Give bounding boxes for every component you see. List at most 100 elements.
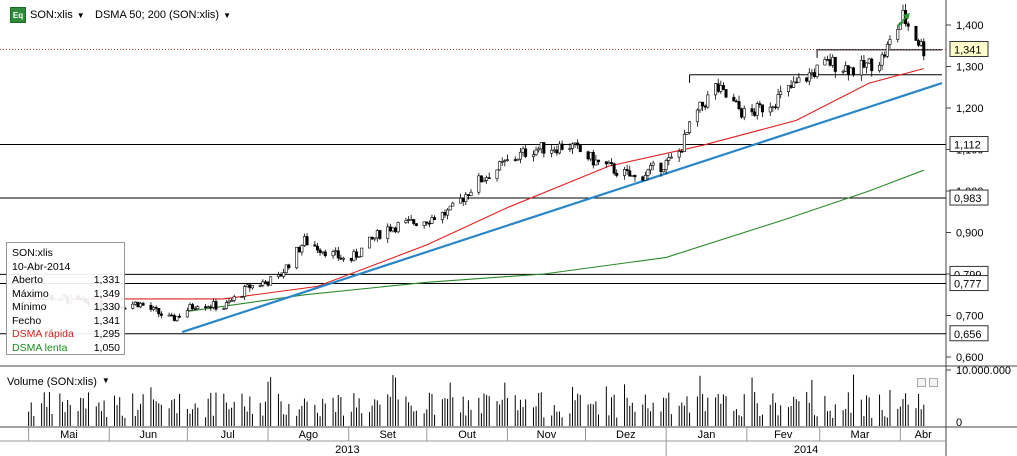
legend-row-slow-ma: DSMA lenta 1,050 [12,341,120,354]
close-panel-icon[interactable] [929,378,938,387]
chevron-down-icon: ▼ [101,376,110,385]
candle-body [430,217,434,224]
candle-body [170,314,174,317]
candle-body [570,143,574,149]
data-legend: SON:xlis 10-Abr-2014 Aberto 1,331 Máximo 1… [6,242,125,355]
signal-arrow-icon [897,13,910,27]
volume-panel-selector[interactable]: Volume (SON:xlis) ▼ [7,376,110,388]
candle-body [706,94,710,108]
candle-body [812,72,816,77]
candle-body [469,191,473,196]
candle-body [779,91,783,95]
volume-label: Volume (SON:xlis) [7,376,97,388]
candle-body [919,41,923,46]
candle-body [284,264,288,274]
candle-body [753,111,757,116]
candle-body [794,81,798,84]
candle-body [539,142,543,150]
candle-body [154,306,158,309]
candle-body [888,39,892,45]
indicator-selector[interactable]: DSMA 50; 200 (SON:xlis) ▼ [95,6,231,24]
symbol-selector[interactable]: Eq SON:xlis ▼ [10,6,85,24]
candle-body [878,64,882,72]
candle-body [185,310,189,318]
candle-body [537,148,541,151]
candle-body [630,175,634,177]
candle-body [370,236,374,240]
candle-body [323,251,327,257]
candle-body [698,101,702,111]
month-label: Jan [698,429,716,441]
candle-body [734,100,738,103]
candle-body [828,59,832,66]
candle-body [178,315,182,318]
candle-body [167,314,171,317]
candle-body [139,303,143,308]
candle-body [396,222,400,233]
candle-body [276,274,280,278]
candle-body [792,81,796,88]
candle-body [339,257,343,260]
candle-body [865,62,869,68]
legend-row-high: Máximo 1,349 [12,287,120,300]
candle-body [482,180,486,183]
candle-body [378,230,382,239]
chevron-down-icon: ▼ [223,10,232,20]
candle-body [586,151,590,160]
candle-body [805,77,809,82]
candle-body [714,83,718,96]
candle-body [258,284,262,287]
candle-body [615,172,619,176]
candle-body [555,149,559,154]
candle-body [487,177,491,179]
candle-body [625,169,629,172]
candle-body [852,67,856,76]
candle-body [643,175,647,181]
candle-body [433,217,437,220]
candle-body [334,250,338,253]
maximize-panel-icon[interactable] [917,378,926,387]
candle-body [172,315,176,321]
candle-body [859,59,863,76]
candle-body [716,83,720,92]
candle-body [394,227,398,233]
candle-body [479,175,483,183]
level-label: 0,656 [954,329,982,341]
candle-body [516,158,520,161]
month-label: Nov [537,429,557,441]
candle-body [885,43,889,57]
month-label: Set [379,429,396,441]
candle-body [680,151,684,153]
month-label: Jun [139,429,157,441]
candle-body [386,226,390,239]
candle-body [721,85,725,90]
candle-body [594,159,598,166]
candle-body [313,244,317,247]
candle-body [287,264,291,269]
candle-body [906,23,910,27]
candle-body [204,306,208,308]
equity-icon: Eq [10,7,26,23]
level-label-box [949,136,989,153]
candle-body [740,108,744,118]
candle-body [755,103,759,116]
candle-body [807,72,811,82]
legend-row-open: Aberto 1,331 [12,274,120,286]
candle-body [742,108,746,118]
fast-ma-line [28,68,924,300]
candle-body [664,160,668,170]
candle-body [211,301,215,308]
candle-body [578,144,582,152]
candle-body [896,28,900,40]
candle-body [695,109,699,123]
candle-body [443,212,447,216]
candle-body [557,143,561,154]
candle-body [448,205,452,211]
candle-body [568,148,572,150]
candle-body [521,148,525,153]
candle-body [266,281,270,286]
candle-body [222,308,226,310]
legend-row-low: Mínimo 1,330 [12,301,120,313]
candle-body [295,246,299,269]
